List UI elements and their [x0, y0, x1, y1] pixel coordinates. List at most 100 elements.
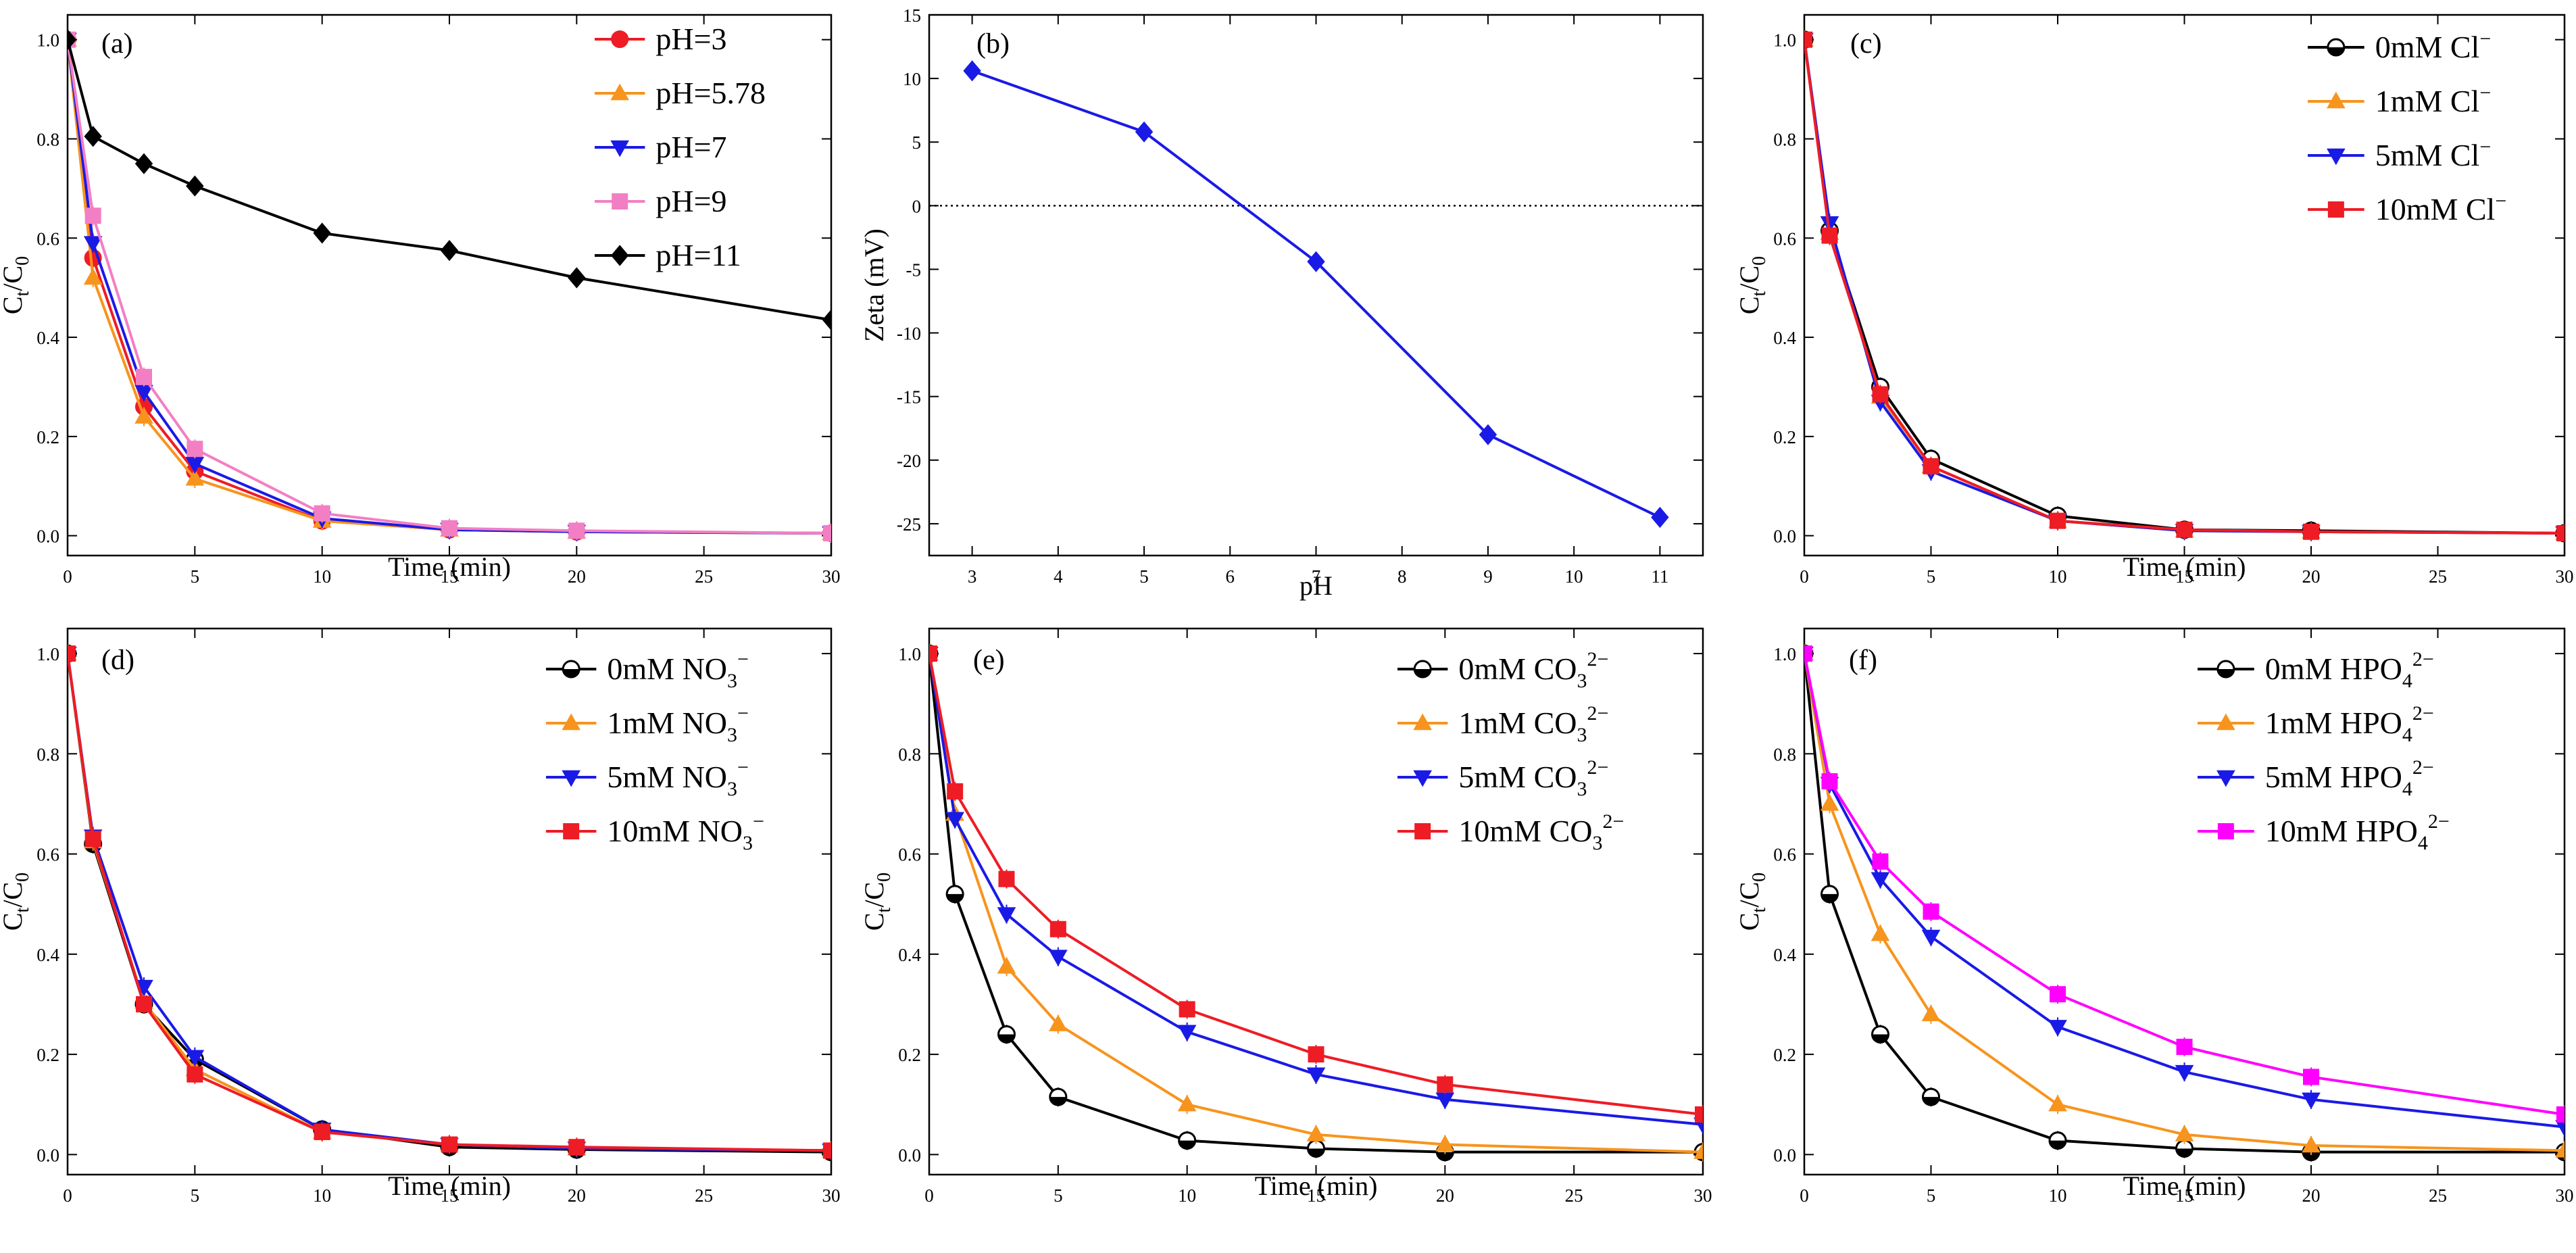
data-point	[187, 1066, 203, 1083]
data-point	[1306, 1125, 1326, 1141]
legend-label: pH=9	[655, 184, 726, 218]
data-point	[1179, 1001, 1195, 1018]
legend-label: 1mM NO3−	[607, 702, 749, 746]
data-point	[2050, 512, 2066, 529]
legend-marker	[2327, 201, 2344, 218]
data-point	[2175, 1064, 2194, 1082]
data-point	[68, 29, 77, 51]
series-line-d-3	[68, 653, 831, 1152]
x-tick-label: 15	[441, 1185, 459, 1206]
series-line-a-4	[68, 39, 831, 322]
data-point	[1821, 227, 1838, 244]
x-tick-label: 10	[1178, 1185, 1196, 1206]
series-line-a-2	[68, 39, 831, 535]
x-tick-label: 0	[63, 566, 72, 587]
y-tick-label: -15	[897, 387, 921, 408]
data-point	[1921, 929, 1941, 947]
data-point	[2303, 1068, 2319, 1085]
data-point	[185, 457, 205, 474]
data-point	[2050, 986, 2066, 1003]
data-point	[1177, 1094, 1197, 1112]
y-tick-label: 0.4	[1773, 328, 1796, 348]
data-point	[1871, 924, 1890, 941]
panel-label: (e)	[973, 645, 1005, 676]
x-tick-label: 7	[1312, 566, 1321, 587]
data-point	[1308, 1046, 1324, 1063]
x-tick-label: 10	[2049, 566, 2067, 587]
data-point	[1872, 386, 1889, 403]
y-tick-label: 0.6	[898, 845, 921, 865]
data-point	[1921, 1004, 1941, 1021]
data-point	[68, 645, 76, 662]
legend-label: 1mM HPO42−	[2265, 702, 2434, 746]
legend-label: 0mM Cl−	[2375, 28, 2492, 64]
x-tick-label: 5	[191, 1185, 200, 1206]
legend-label: 5mM Cl−	[2375, 136, 2492, 172]
data-point	[1820, 794, 1839, 811]
legend-label: 5mM CO32−	[1458, 756, 1608, 800]
data-area	[1804, 30, 2565, 543]
legend-marker	[2327, 148, 2346, 166]
y-tick-label: 0.0	[36, 526, 59, 547]
data-point	[2302, 1092, 2321, 1110]
x-tick-label: 15	[441, 566, 459, 587]
x-tick-label: 30	[822, 1185, 841, 1206]
y-tick-label: 0.4	[898, 945, 921, 965]
data-point	[2555, 1120, 2565, 1137]
x-tick-label: 0	[924, 1185, 934, 1206]
x-axis-label: Time (min)	[2123, 1171, 2246, 1201]
data-point	[997, 907, 1016, 924]
legend-marker	[562, 770, 580, 787]
legend-marker	[612, 193, 628, 210]
series-line-f-2	[1804, 653, 2565, 1129]
data-point	[568, 522, 585, 539]
data-point	[823, 524, 831, 541]
series-line-a-1	[68, 39, 831, 535]
data-point	[822, 309, 831, 330]
data-point	[84, 207, 101, 224]
data-point	[134, 407, 153, 424]
x-tick-label: 30	[822, 566, 841, 587]
panel-f: 0 5 10 15 20 25 30 0.0 0.2 0.4 0.6 0.8 1.0 Time (min)…	[1734, 627, 2574, 1206]
legend-marker	[562, 660, 580, 679]
legend-label: 10mM Cl−	[2375, 190, 2507, 226]
x-tick-label: 15	[2175, 566, 2194, 587]
legend: 0mM CO32− 1mM CO32− 5mM CO32− 10mM CO32−	[1397, 648, 1624, 854]
x-tick-label: 30	[1694, 1185, 1712, 1206]
data-point	[2175, 1139, 2194, 1158]
y-axis-label: Ct/C0	[0, 256, 33, 314]
data-point	[1178, 1131, 1197, 1150]
data-area	[68, 29, 831, 543]
legend-label: pH=7	[655, 130, 726, 164]
data-point	[1435, 1135, 1455, 1152]
x-tick-label: 10	[313, 1185, 331, 1206]
data-point	[1820, 885, 1839, 904]
plot-frame	[1803, 627, 2566, 1176]
y-tick-label: 1.0	[898, 644, 921, 664]
series-line-a-3	[68, 39, 831, 535]
data-point	[2302, 1135, 2321, 1153]
data-point	[84, 126, 102, 147]
x-tick-label: 0	[1800, 1185, 1809, 1206]
data-point	[1437, 1076, 1454, 1093]
x-axis-label: Time (min)	[388, 1171, 511, 1201]
data-area	[929, 643, 1703, 1162]
data-point	[2048, 1020, 2067, 1037]
data-point	[1049, 1014, 1068, 1031]
panel-a: 0 5 10 15 20 25 30 0.0 0.2 0.4 0.6 0.8 1.0 Time (min)…	[0, 14, 841, 587]
data-point	[2175, 1125, 2194, 1141]
y-tick-label: 0.8	[1773, 744, 1796, 764]
x-tick-label: 10	[313, 566, 331, 587]
legend-marker	[2327, 91, 2346, 109]
y-tick-label: 0.8	[36, 129, 59, 149]
legend-label: 0mM CO32−	[1458, 648, 1608, 692]
data-point	[1871, 872, 1890, 889]
x-tick-label: 9	[1483, 566, 1493, 587]
x-tick-label: 8	[1397, 566, 1407, 587]
data-point	[945, 812, 964, 829]
panel-e: 0 5 10 15 20 25 30 0.0 0.2 0.4 0.6 0.8 1.0 Time (min)…	[859, 627, 1712, 1206]
panel-label: (f)	[1849, 645, 1877, 676]
y-tick-label: 0.0	[1773, 1145, 1796, 1165]
data-point	[1135, 121, 1154, 143]
data-point	[185, 1050, 205, 1067]
